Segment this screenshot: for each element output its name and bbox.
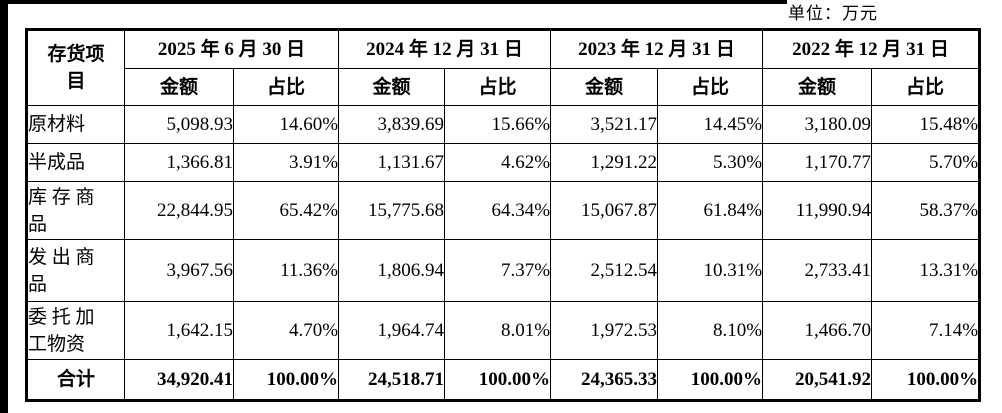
amount-cell: 3,521.17: [550, 105, 659, 144]
amount-cell: 3,180.09: [762, 105, 873, 144]
amount-cell: 1,642.15: [124, 301, 234, 360]
ratio-cell: 4.70%: [232, 301, 340, 360]
amount-header: 金额: [550, 68, 659, 106]
amount-header: 金额: [338, 68, 446, 106]
ratio-cell: 4.62%: [444, 143, 552, 182]
table-row-total: 合计 34,920.41 100.00% 24,518.71 100.00% 2…: [26, 359, 981, 401]
ratio-header: 占比: [444, 68, 552, 106]
amount-header: 金额: [762, 68, 873, 106]
row-label: 半成品: [26, 143, 125, 182]
amount-cell: 1,964.74: [338, 301, 446, 360]
ratio-cell: 100.00%: [232, 359, 340, 401]
row-label: 库 存 商 品: [26, 181, 125, 240]
row-label: 委 托 加 工物资: [26, 301, 125, 360]
header-row-periods: 存货项 目 2025 年 6 月 30 日 2024 年 12 月 31 日 2…: [26, 29, 981, 106]
ratio-cell: 5.70%: [871, 143, 981, 182]
inventory-table: 存货项 目 2025 年 6 月 30 日 2024 年 12 月 31 日 2…: [25, 28, 982, 402]
amount-cell: 3,839.69: [338, 105, 446, 144]
ratio-cell: 100.00%: [444, 359, 552, 401]
amount-cell: 2,512.54: [550, 239, 659, 302]
period-header-2025: 2025 年 6 月 30 日: [123, 29, 340, 69]
ratio-header: 占比: [871, 68, 981, 106]
ratio-cell: 8.01%: [444, 301, 552, 360]
ratio-cell: 14.60%: [232, 105, 340, 144]
scan-edge-left: [0, 0, 8, 413]
amount-cell: 1,806.94: [338, 239, 446, 302]
amount-cell: 15,775.68: [338, 181, 446, 240]
table-row-finished-goods: 库 存 商 品 22,844.95 65.42% 15,775.68 64.34…: [26, 181, 981, 240]
ratio-cell: 13.31%: [871, 239, 981, 302]
amount-cell: 22,844.95: [124, 181, 234, 240]
ratio-cell: 7.37%: [444, 239, 552, 302]
ratio-cell: 100.00%: [871, 359, 981, 401]
amount-cell: 1,972.53: [550, 301, 659, 360]
table-row-semi-finished: 半成品 1,366.81 3.91% 1,131.67 4.62% 1,291.…: [26, 143, 981, 182]
period-header-2023: 2023 年 12 月 31 日: [550, 29, 764, 69]
ratio-cell: 10.31%: [657, 239, 764, 302]
ratio-cell: 5.30%: [657, 143, 764, 182]
period-header-2022: 2022 年 12 月 31 日: [762, 29, 981, 69]
ratio-cell: 7.14%: [871, 301, 981, 360]
ratio-cell: 8.10%: [657, 301, 764, 360]
amount-header: 金额: [124, 68, 234, 106]
table-row-consigned-materials: 委 托 加 工物资 1,642.15 4.70% 1,964.74 8.01% …: [26, 301, 981, 360]
ratio-cell: 61.84%: [657, 181, 764, 240]
ratio-cell: 100.00%: [657, 359, 764, 401]
ratio-cell: 64.34%: [444, 181, 552, 240]
table-row-goods-shipped: 发 出 商 品 3,967.56 11.36% 1,806.94 7.37% 2…: [26, 239, 981, 302]
amount-cell: 2,733.41: [762, 239, 873, 302]
row-label-total: 合计: [26, 359, 125, 401]
table-row-raw-materials: 原材料 5,098.93 14.60% 3,839.69 15.66% 3,52…: [26, 105, 981, 144]
ratio-cell: 11.36%: [232, 239, 340, 302]
ratio-cell: 58.37%: [871, 181, 981, 240]
amount-cell: 34,920.41: [124, 359, 234, 401]
amount-cell: 11,990.94: [762, 181, 873, 240]
unit-label: 单位：万元: [788, 4, 878, 23]
amount-cell: 3,967.56: [124, 239, 234, 302]
amount-cell: 5,098.93: [124, 105, 234, 144]
ratio-header: 占比: [232, 68, 340, 106]
amount-cell: 1,131.67: [338, 143, 446, 182]
amount-cell: 1,170.77: [762, 143, 873, 182]
row-label: 发 出 商 品: [26, 239, 125, 302]
amount-cell: 24,518.71: [338, 359, 446, 401]
ratio-header: 占比: [657, 68, 764, 106]
amount-cell: 20,541.92: [762, 359, 873, 401]
amount-cell: 24,365.33: [550, 359, 659, 401]
header-row-measures: 金额 占比 金额 占比 金额 占比 金额 占比: [27, 68, 981, 106]
period-header-2024: 2024 年 12 月 31 日: [338, 29, 552, 69]
amount-cell: 15,067.87: [550, 181, 659, 240]
scan-edge-top: [0, 0, 787, 4]
ratio-cell: 14.45%: [657, 105, 764, 144]
ratio-cell: 65.42%: [232, 181, 340, 240]
ratio-cell: 15.48%: [871, 105, 981, 144]
amount-cell: 1,466.70: [762, 301, 873, 360]
amount-cell: 1,366.81: [124, 143, 234, 182]
ratio-cell: 15.66%: [444, 105, 552, 144]
row-label: 原材料: [26, 105, 125, 144]
amount-cell: 1,291.22: [550, 143, 659, 182]
item-column-header: 存货项 目: [26, 29, 125, 106]
ratio-cell: 3.91%: [232, 143, 340, 182]
